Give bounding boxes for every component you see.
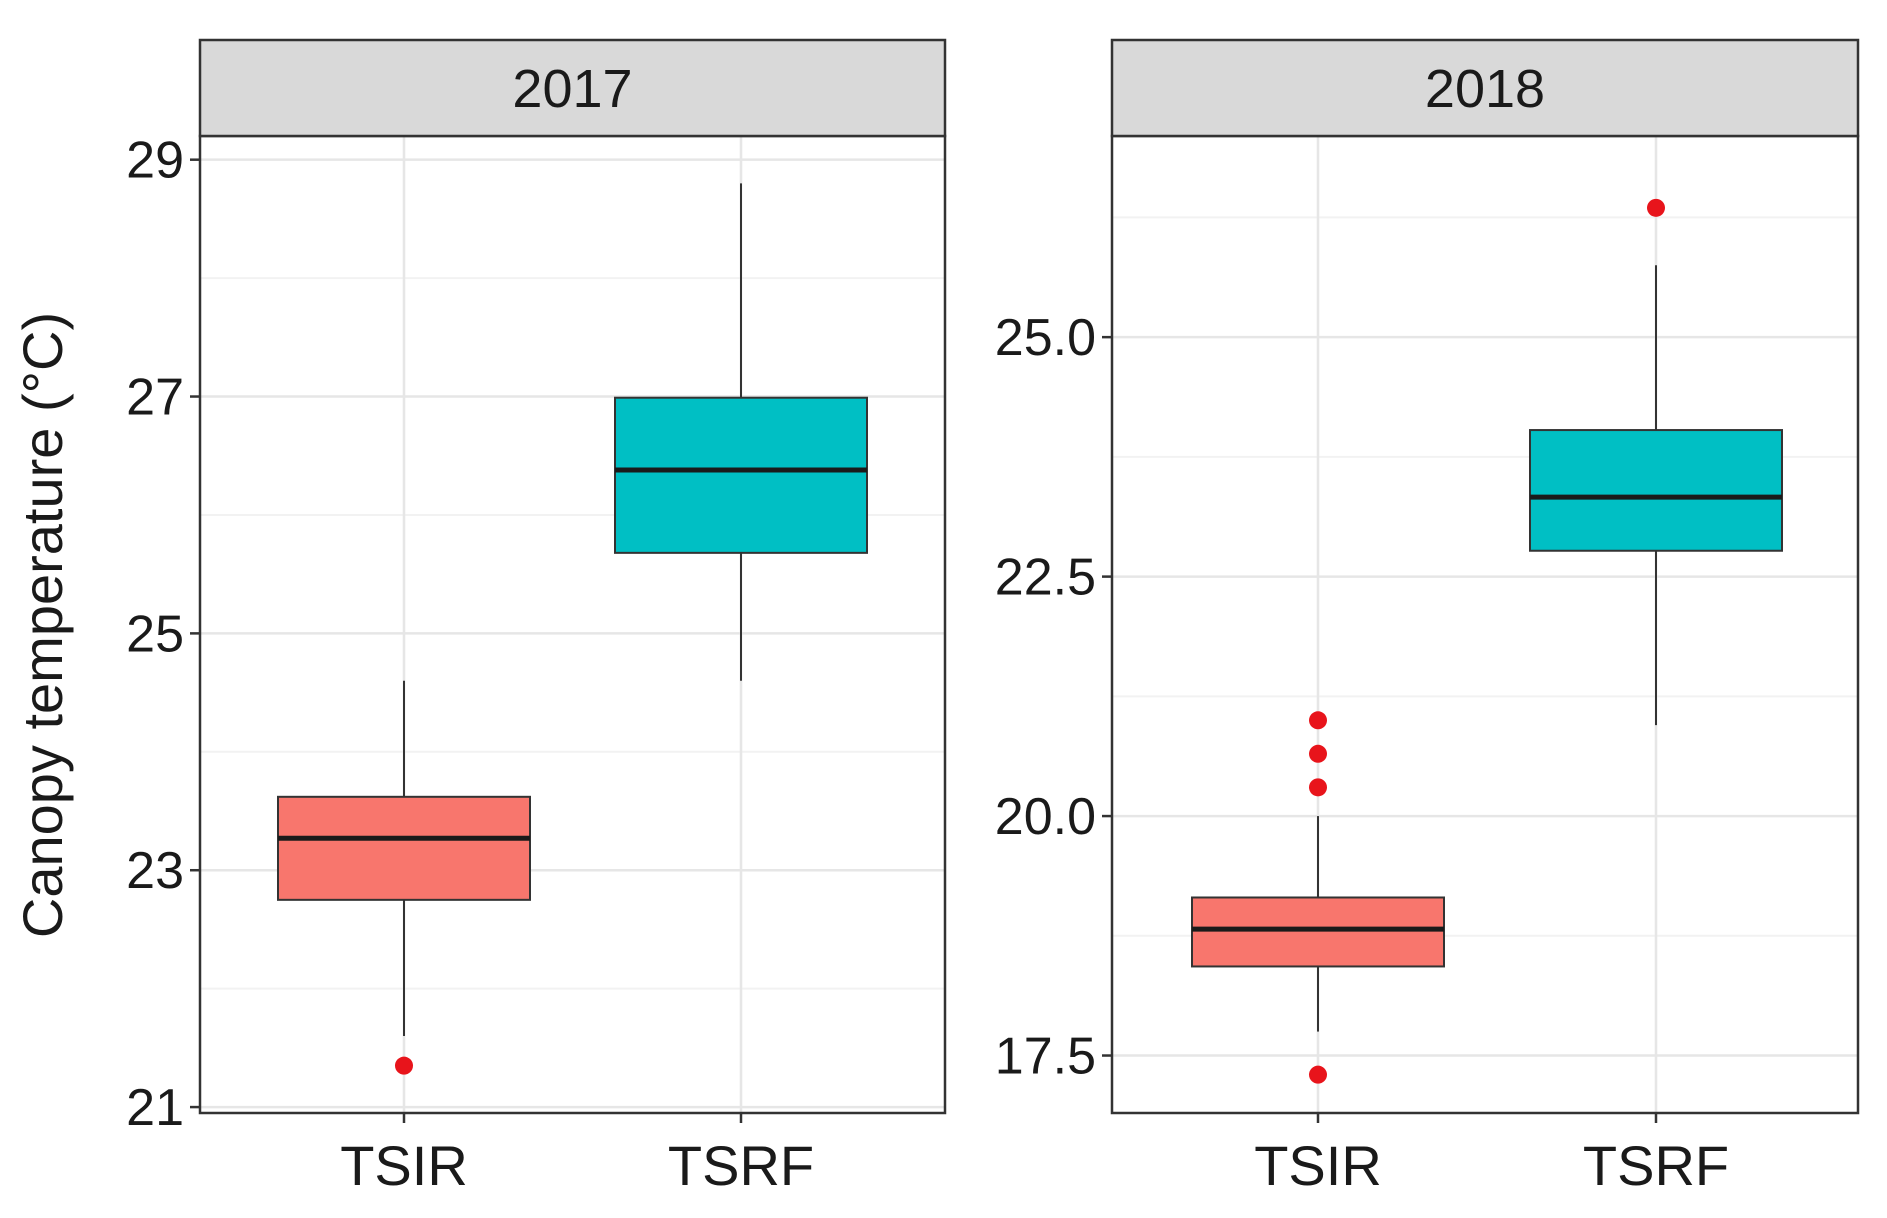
y-tick-label: 29 <box>126 132 184 190</box>
y-axis-title: Canopy temperature (°C) <box>11 312 74 938</box>
box-2017-TSIR <box>277 680 531 1075</box>
y-tick-label: 23 <box>126 842 184 900</box>
y-tick-label: 20.0 <box>995 788 1096 846</box>
x-tick-label: TSRF <box>668 1134 814 1197</box>
facet-strip-label: 2017 <box>512 59 632 119</box>
panel-2018: 2018 17.5 20.0 22.5 25.0 TSIR TSRF <box>995 38 1860 1197</box>
box-iqr <box>277 795 531 901</box>
y-tick-label: 25 <box>126 605 184 663</box>
box-iqr <box>1529 429 1783 552</box>
box-2017-TSRF <box>614 183 868 681</box>
outlier-point <box>395 1056 413 1075</box>
facet-strip-label: 2018 <box>1425 59 1545 119</box>
y-tick-label: 22.5 <box>995 549 1096 607</box>
y-tick-label: 17.5 <box>995 1028 1096 1086</box>
box-2018-TSIR <box>1191 711 1445 1084</box>
x-tick-label: TSIR <box>340 1134 468 1197</box>
panel-background <box>200 136 945 1113</box>
x-tick-label: TSIR <box>1254 1134 1382 1197</box>
y-tick-label: 27 <box>126 369 184 427</box>
outlier-point <box>1309 1065 1327 1084</box>
outlier-point <box>1309 778 1327 797</box>
box-iqr <box>1191 896 1445 968</box>
y-tick-label: 25.0 <box>995 309 1096 367</box>
panels: 2017 21 23 25 27 29 TSIR TSRF 2018 17.5 20.0 22.5 25… <box>126 38 1860 1197</box>
box-2018-TSRF <box>1529 198 1783 726</box>
outlier-point <box>1309 711 1327 730</box>
box-iqr <box>614 396 868 554</box>
outlier-point <box>1309 744 1327 763</box>
y-tick-label: 21 <box>126 1079 184 1137</box>
facet-strip <box>1110 38 1860 138</box>
x-tick-label: TSRF <box>1583 1134 1729 1197</box>
panel-2017: 2017 21 23 25 27 29 TSIR TSRF <box>126 38 947 1197</box>
facet-strip <box>198 38 947 138</box>
outlier-point <box>1647 198 1665 217</box>
